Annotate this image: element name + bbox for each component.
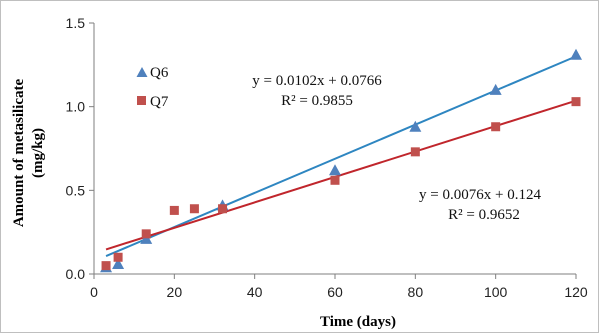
- x-tick-label: 20: [167, 284, 183, 300]
- q7-trend-equation: y = 0.0076x + 0.124: [419, 187, 541, 203]
- data-point-q6: [329, 164, 341, 176]
- x-tick-label: 120: [564, 284, 588, 300]
- data-point-q7: [571, 97, 581, 107]
- data-point-q7: [101, 261, 111, 271]
- x-tick-label: 100: [484, 284, 508, 300]
- data-point-q7: [141, 229, 151, 239]
- legend-label-q7: Q7: [150, 94, 169, 110]
- data-point-q6: [112, 257, 125, 269]
- y-tick-label: 1.5: [66, 15, 86, 31]
- data-point-q7: [113, 252, 123, 262]
- legend-marker-q7: [137, 96, 146, 105]
- q6-trend-equation: y = 0.0102x + 0.0766: [252, 73, 382, 89]
- y-axis-title-line-1: Amount of metasilicate: [11, 79, 27, 228]
- x-tick-label: 80: [408, 284, 424, 300]
- legend: Q6 Q7: [136, 65, 169, 110]
- q7-trend-r2: R² = 0.9652: [448, 207, 520, 223]
- data-point-q6: [140, 232, 153, 244]
- data-point-q6: [570, 48, 582, 60]
- data-point-q7: [330, 175, 340, 185]
- data-points: [100, 48, 582, 273]
- x-axis-title: Time (days): [320, 314, 396, 330]
- y-axis-title-line-2: (mg/kg): [30, 128, 46, 178]
- x-tick-label: 0: [90, 284, 98, 300]
- data-point-q7: [410, 147, 420, 157]
- data-point-q6: [409, 120, 422, 132]
- data-point-q7: [189, 204, 199, 214]
- legend-marker-q6: [136, 67, 148, 77]
- data-point-q7: [218, 204, 228, 214]
- x-tick-label: 40: [247, 284, 263, 300]
- axes: 0.0 0.5 1.0 1.5 0 20 40 60 80 100 120: [66, 15, 588, 300]
- data-point-q6: [489, 83, 502, 95]
- legend-label-q6: Q6: [150, 65, 169, 81]
- data-point-q7: [491, 122, 501, 132]
- y-tick-label: 0.5: [66, 182, 86, 198]
- q6-equation-block: y = 0.0102x + 0.0766 R² = 0.9855: [252, 73, 382, 109]
- data-point-q7: [169, 205, 179, 215]
- x-tick-label: 60: [327, 284, 343, 300]
- y-tick-label: 1.0: [66, 99, 86, 115]
- y-tick-label: 0.0: [66, 266, 86, 282]
- trendline-q7: [105, 99, 577, 251]
- q7-equation-block: y = 0.0076x + 0.124 R² = 0.9652: [419, 187, 541, 223]
- q6-trend-r2: R² = 0.9855: [281, 93, 353, 109]
